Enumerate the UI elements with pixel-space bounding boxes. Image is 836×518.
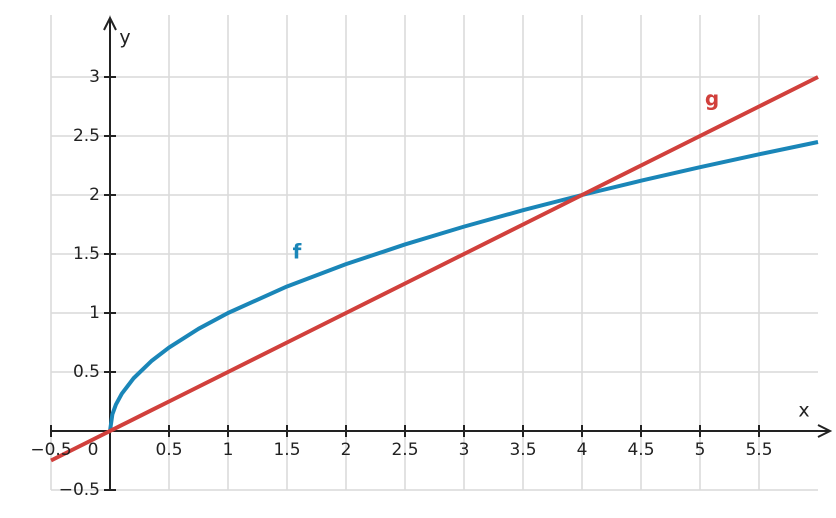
axes [50, 15, 833, 491]
y-axis-label: y [119, 27, 130, 49]
x-tick-label: 3.5 [509, 440, 536, 460]
x-tick-label: 0.5 [155, 440, 182, 460]
labels: −0.5 0 0.5 1 1.5 2 2.5 3 3.5 4 4.5 5 5.5 −0.5 0.5 1 1.5 2… [30, 27, 809, 501]
grid [50, 15, 818, 491]
y-tick-label: 2 [89, 185, 100, 205]
x-tick-label: 0 [88, 440, 99, 460]
y-tick-label: 0.5 [73, 362, 100, 382]
x-tick-label: 1.5 [273, 440, 300, 460]
x-axis-label: x [798, 400, 809, 422]
x-tick-label: 5.5 [745, 440, 772, 460]
y-tick-label: 2.5 [73, 126, 100, 146]
x-tick-label: 3 [459, 440, 470, 460]
x-tick-label: 5 [695, 440, 706, 460]
line-g [50, 75, 819, 463]
series-label: f [293, 240, 302, 264]
y-axis-arrow [103, 15, 117, 31]
x-tick-label: −0.5 [30, 440, 71, 460]
x-tick-label: 4 [577, 440, 588, 460]
line-f [108, 140, 819, 432]
x-tick-label: 4.5 [627, 440, 654, 460]
y-tick-label: 3 [89, 67, 100, 87]
x-tick-label: 2 [341, 440, 352, 460]
x-axis-arrow [817, 424, 833, 438]
y-tick-label: 1 [89, 303, 100, 323]
x-tick-label: 2.5 [391, 440, 418, 460]
lines [50, 75, 819, 463]
y-tick-label: 1.5 [73, 244, 100, 264]
y-tick-label: −0.5 [59, 480, 100, 500]
x-tick-label: 1 [223, 440, 234, 460]
series-label: g [705, 87, 719, 111]
